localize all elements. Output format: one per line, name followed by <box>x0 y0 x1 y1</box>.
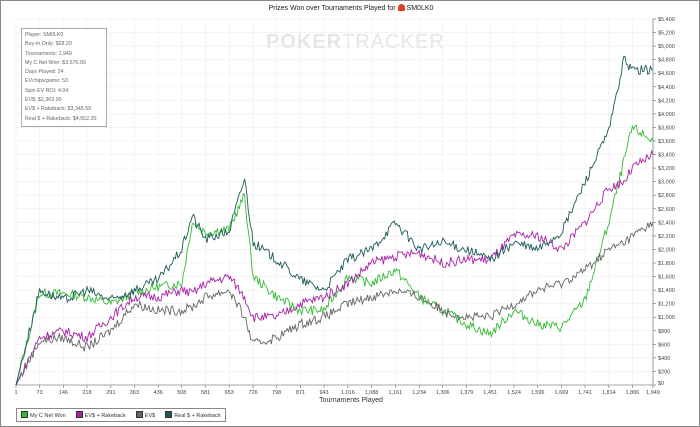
stat-line: EVchips/game: 53 <box>25 78 68 85</box>
y-tick-label: $2,200 <box>658 234 675 240</box>
chart-title: Prizes Won over Tournaments Played for SM… <box>1 4 699 12</box>
y-tick-label: $1,200 <box>658 302 675 308</box>
stats-box: Player: SM0LK0 Buy-In Only: $28.20 Tournam… <box>21 28 107 127</box>
x-tick-label: 1,306 <box>436 390 450 396</box>
y-tick-label: $200 <box>658 369 670 375</box>
x-tick-label: 1,088 <box>365 390 379 396</box>
x-tick-label: 291 <box>106 390 115 396</box>
y-tick-label: $4,800 <box>658 58 675 64</box>
stat-line: Real $ + Rakeback: $4,552.30 <box>25 115 97 122</box>
x-tick-label: 1,886 <box>626 390 640 396</box>
legend-item[interactable]: My C Net Won <box>21 411 66 419</box>
stat-line: EV$: $2,363.30 <box>25 97 62 104</box>
legend-item[interactable]: Real $ + Rakeback <box>165 411 221 419</box>
x-tick-label: 1,741 <box>578 390 592 396</box>
legend-label: EV$ + Rakeback <box>84 413 126 419</box>
legend-label: Real $ + Rakeback <box>174 413 221 419</box>
stat-line: Buy-In Only: $28.20 <box>25 41 72 48</box>
y-tick-label: $5,000 <box>658 44 675 50</box>
stat-line: EV$ + Rakeback: $3,345.59 <box>25 106 92 113</box>
y-tick-label: $5,200 <box>658 31 675 37</box>
watermark-logo: POKERTRACKER <box>266 31 445 54</box>
stat-line: Player: SM0LK0 <box>25 32 64 38</box>
y-tick-label: $3,600 <box>658 139 675 145</box>
x-tick-label: 1,234 <box>412 390 426 396</box>
legend-swatch <box>21 411 28 418</box>
watermark-b: TRACKER <box>342 31 445 53</box>
series-line-ev- <box>15 220 654 386</box>
x-tick-label: 798 <box>272 390 281 396</box>
y-tick-label: $2,000 <box>658 247 675 253</box>
y-tick-label: $0 <box>658 381 664 387</box>
x-tick-label: 146 <box>59 390 68 396</box>
stat-line: Spin EV ROI: 4.04 <box>25 87 69 94</box>
x-tick-label: 581 <box>201 390 210 396</box>
x-tick-label: 1 <box>14 390 17 396</box>
y-tick-label: $2,400 <box>658 220 675 226</box>
x-axis-label: Tournaments Played <box>319 397 383 404</box>
legend-item[interactable]: EV$ <box>135 411 156 419</box>
x-tick-label: 1,596 <box>531 390 545 396</box>
y-tick-label: $1,800 <box>658 261 675 267</box>
x-tick-label: 726 <box>248 390 257 396</box>
series-line-real-rakeback <box>15 55 654 386</box>
legend: My C Net Won EV$ + Rakeback EV$ Real $ + Ra… <box>16 408 226 422</box>
y-tick-label: $4,400 <box>658 85 675 91</box>
x-tick-label: 1,524 <box>507 390 521 396</box>
legend-label: My C Net Won <box>30 413 66 419</box>
y-tick-label: $3,200 <box>658 166 675 172</box>
y-tick-label: $4,600 <box>658 71 675 77</box>
legend-swatch <box>75 411 83 418</box>
x-tick-label: 1,161 <box>388 390 402 396</box>
x-tick-label: 363 <box>130 390 139 396</box>
y-tick-label: $2,800 <box>658 193 675 199</box>
title-text: Prizes Won over Tournaments Played for <box>268 5 396 12</box>
y-tick-label: $1,600 <box>658 275 675 281</box>
stat-line: Days Played: 24 <box>25 69 64 76</box>
x-tick-label: 1,016 <box>341 390 355 396</box>
y-tick-label: $4,000 <box>658 112 675 118</box>
x-tick-label: 871 <box>296 390 305 396</box>
x-tick-label: 1,949 <box>646 390 660 396</box>
y-tick-label: $3,000 <box>658 180 675 186</box>
x-tick-label: 73 <box>36 390 42 396</box>
legend-swatch <box>135 411 143 418</box>
legend-label: EV$ <box>144 413 156 419</box>
y-tick-label: $4,200 <box>658 98 675 104</box>
legend-swatch <box>165 411 173 418</box>
y-tick-label: $800 <box>658 329 670 335</box>
y-tick-label: $3,800 <box>658 125 675 131</box>
y-tick-label: $3,400 <box>658 153 675 159</box>
x-tick-label: 943 <box>319 390 328 396</box>
x-tick-label: 1,814 <box>602 390 616 396</box>
x-tick-label: 218 <box>82 390 91 396</box>
x-tick-label: 653 <box>225 390 234 396</box>
pokerstars-icon <box>397 4 405 11</box>
y-tick-label: $600 <box>658 342 670 348</box>
watermark-a: POKER <box>266 31 343 53</box>
x-tick-label: 1,669 <box>555 390 569 396</box>
series-line-my-c-net-won <box>15 124 654 386</box>
legend-item[interactable]: EV$ + Rakeback <box>75 411 126 419</box>
stat-line: Tournaments: 1,949 <box>25 50 72 57</box>
series-line-ev-rakeback <box>15 149 654 386</box>
x-tick-label: 1,451 <box>483 390 497 396</box>
y-tick-label: $400 <box>658 356 670 362</box>
y-tick-label: $1,400 <box>658 288 675 294</box>
y-tick-label: $1,000 <box>658 315 675 321</box>
x-tick-label: 508 <box>177 390 186 396</box>
player-name: SM0LK0 <box>406 5 434 12</box>
x-tick-label: 436 <box>154 390 163 396</box>
x-tick-label: 1,379 <box>460 390 474 396</box>
y-tick-label: $2,600 <box>658 207 675 213</box>
y-tick-label: $5,400 <box>658 17 675 23</box>
stat-line: My C Net Won: $3,570.00 <box>25 59 86 66</box>
